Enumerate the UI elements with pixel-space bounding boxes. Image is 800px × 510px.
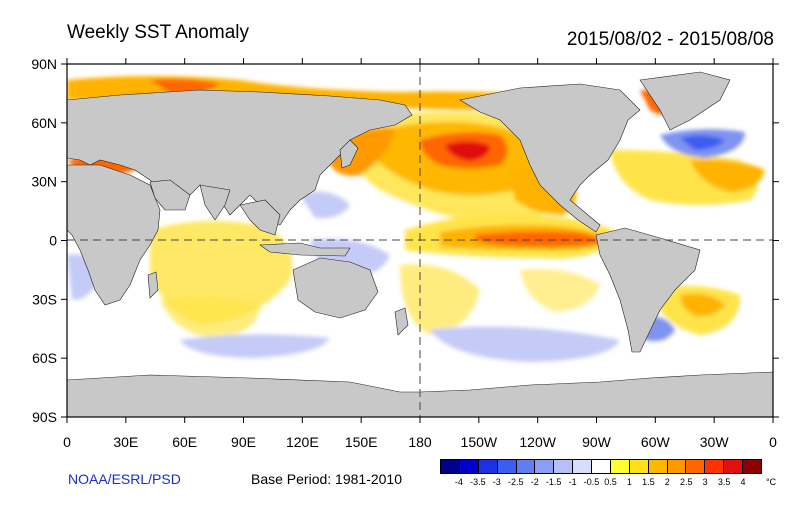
greenland-landmass [639, 71, 731, 131]
colorbar-label: -2.5 [507, 477, 524, 487]
colorbar-swatch [535, 460, 555, 473]
anomaly-arctic-strong [150, 79, 220, 94]
seasia-landmass [239, 199, 281, 236]
colorbar-label: -4 [454, 477, 463, 487]
lat-label: 60S [32, 350, 57, 366]
anomaly-natlantic-cool-core [680, 135, 725, 150]
anomaly-so-cool-2 [430, 326, 620, 362]
colorbar-swatch [478, 460, 498, 473]
sst-anomaly-map: 90N 60N 30N 0 30S 60S 90S 0 30E 60E 90E 120E 150E 18… [31, 56, 779, 450]
lon-label: 150E [345, 434, 378, 450]
lat-label: 90S [32, 409, 57, 425]
lon-label: 150W [461, 434, 498, 450]
lon-label: 30W [700, 434, 730, 450]
colorbar-swatch [592, 460, 611, 473]
colorbar-labels: -4 -3.5 -3 -2.5 -2 -1.5 -1 -0.5 0.5 1 1.5 2 2.5 3 3.5 4 [440, 477, 762, 489]
colorbar-unit: °C [766, 477, 777, 487]
madagascar-landmass [147, 271, 159, 299]
map-title: Weekly SST Anomaly [67, 22, 249, 43]
colorbar-swatch [686, 460, 706, 473]
lon-label: 90W [582, 434, 612, 450]
lon-label: 90E [231, 434, 256, 450]
lat-label: 60N [31, 115, 57, 131]
colorbar-label: -2 [530, 477, 539, 487]
longitude-axis: 0 30E 60E 90E 120E 150E 180 150W 120W 90W 60W 30W 0 [63, 58, 777, 450]
colorbar-label: 0.5 [604, 477, 617, 487]
lat-label: 30N [31, 174, 57, 190]
lat-label: 30S [32, 291, 57, 307]
lon-label: 30E [113, 434, 138, 450]
newzealand-landmass [394, 307, 409, 336]
lat-label: 0 [49, 233, 57, 249]
colorbar-label: -1 [568, 477, 577, 487]
colorbar-swatch [497, 460, 517, 473]
colorbar-label: 4 [740, 477, 746, 487]
lat-label: 90N [31, 56, 57, 72]
arabia-landmass [149, 179, 191, 211]
colorbar-swatch [648, 460, 668, 473]
japan-landmass [339, 139, 359, 169]
lon-label: 0 [769, 434, 777, 450]
colorbar-swatch [724, 460, 743, 473]
date-range: 2015/08/02 - 2015/08/08 [566, 29, 774, 50]
anomaly-so-cool-1 [180, 334, 330, 358]
anomaly-npac-cool [300, 191, 350, 219]
colorbar-label: 3 [702, 477, 708, 487]
colorbar-swatch [516, 460, 536, 473]
africa-landmass [67, 164, 161, 306]
colorbar-label: -3 [492, 477, 501, 487]
colorbar-swatch [705, 460, 725, 473]
colorbar-label: -3.5 [470, 477, 486, 487]
colorbar-swatch [441, 460, 460, 473]
colorbar-label: -0.5 [583, 477, 600, 487]
north-america-landmass [459, 83, 641, 233]
colorbar-label: 1.5 [642, 477, 655, 487]
anomaly-satlantic-mid [680, 293, 725, 317]
latitude-axis: 90N 60N 30N 0 30S 60S 90S [31, 56, 779, 425]
credit-label[interactable]: NOAA/ESRL/PSD [68, 471, 181, 487]
colorbar-swatch [459, 460, 479, 473]
colorbar-swatch [610, 460, 630, 473]
colorbar-swatch [573, 460, 592, 473]
colorbar-swatch [554, 460, 574, 473]
anomaly-elnino-strong [475, 231, 601, 247]
base-period-label: Base Period: 1981-2010 [251, 471, 402, 487]
colorbar-label: 2 [664, 477, 670, 487]
colorbar-swatch [629, 460, 649, 473]
colorbar-label: 3.5 [717, 477, 731, 487]
anomaly-npacific-core [445, 141, 490, 161]
colorbar-swatch [667, 460, 687, 473]
australia-landmass [292, 257, 379, 319]
lon-label: 0 [63, 434, 71, 450]
colorbar-label: 1 [626, 477, 632, 487]
colorbar-label: -1.5 [545, 477, 562, 487]
lon-label: 120W [519, 434, 556, 450]
colorbar-label: 2.5 [679, 477, 693, 487]
anomaly-natlantic-mid [690, 159, 765, 192]
lon-label: 180 [408, 434, 432, 450]
colorbar [440, 459, 762, 474]
lon-label: 60E [172, 434, 197, 450]
south-america-landmass [595, 227, 701, 353]
indonesia-landmass [259, 242, 351, 257]
anomaly-sindian-warm [160, 296, 260, 340]
anomaly-sepacific-warm [520, 269, 600, 312]
india-landmass [199, 184, 231, 221]
lon-label: 60W [641, 434, 671, 450]
colorbar-swatch [743, 460, 761, 473]
lon-label: 120E [286, 434, 319, 450]
